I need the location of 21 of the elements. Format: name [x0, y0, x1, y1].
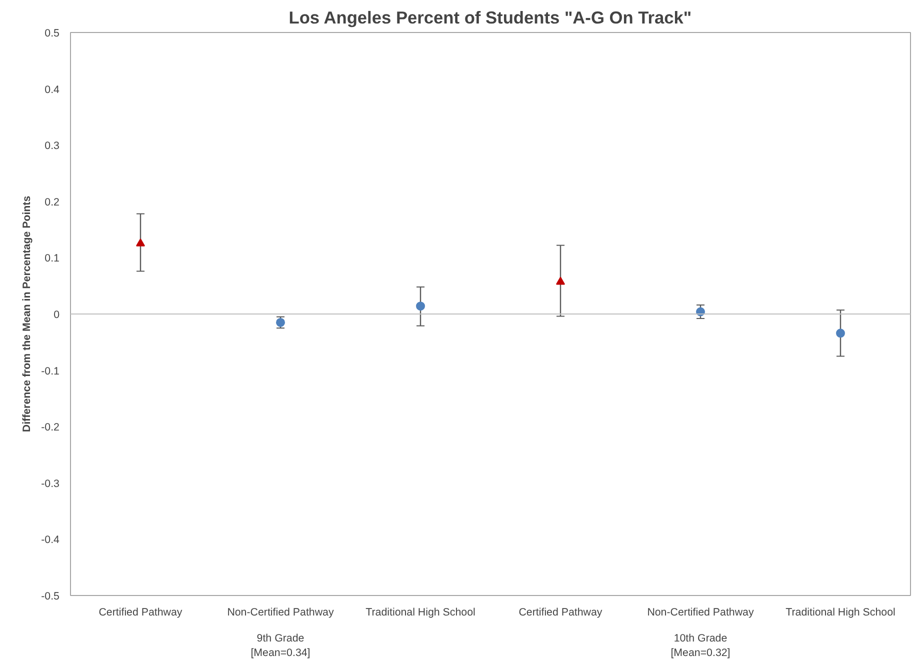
y-tick-label: -0.5	[41, 590, 60, 602]
y-tick-label: -0.3	[41, 478, 60, 490]
y-tick-label: 0.4	[44, 84, 60, 96]
y-tick-label: 0.3	[44, 140, 60, 152]
x-tick-label: Traditional High School	[366, 606, 476, 618]
x-tick-label: Certified Pathway	[98, 606, 183, 618]
y-tick-label: 0.2	[44, 196, 60, 208]
y-tick-label: -0.1	[41, 365, 60, 378]
x-tick-label: Certified Pathway	[518, 606, 603, 618]
y-tick-label: -0.4	[41, 534, 60, 546]
y-tick-label: 0	[54, 309, 60, 321]
y-axis-title: Difference from the Mean in Percentage Points	[21, 196, 34, 432]
y-tick-label: -0.2	[41, 422, 60, 434]
x-tick-label: Non-Certified Pathway	[647, 606, 754, 618]
text: 10th Grade [Mean=0.32]	[670, 632, 730, 659]
y-tick-label: 0.5	[44, 28, 60, 40]
text: 9th Grade [Mean=0.34]	[250, 632, 310, 659]
y-tick-label: 0.1	[44, 252, 60, 265]
x-tick-label: Traditional High School	[786, 606, 896, 618]
chart-title: Los Angeles Percent of Students "A-G On Track"	[288, 8, 692, 28]
x-tick-label: Non-Certified Pathway	[227, 606, 334, 618]
